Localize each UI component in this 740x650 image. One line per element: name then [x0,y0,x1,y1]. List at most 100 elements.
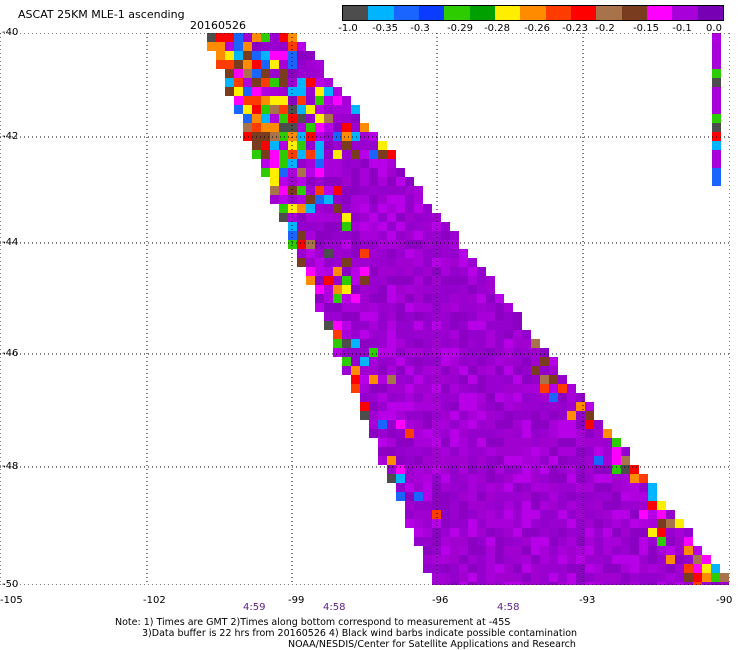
wind-cell [432,348,441,357]
wind-cell [513,321,522,330]
wind-cell [540,519,549,528]
wind-cell [387,429,396,438]
wind-cell [477,312,486,321]
wind-cell [558,465,567,474]
wind-cell [414,519,423,528]
wind-cell [459,303,468,312]
wind-cell [486,339,495,348]
wind-cell [405,330,414,339]
wind-cell [558,438,567,447]
wind-cell [405,204,414,213]
wind-cell [405,213,414,222]
wind-cell [270,123,279,132]
wind-cell [468,285,477,294]
wind-cell [405,474,414,483]
wind-cell [423,348,432,357]
wind-cell [333,339,342,348]
wind-cell [486,510,495,519]
wind-cell [333,240,342,249]
wind-cell [234,96,243,105]
wind-cell [675,582,684,585]
wind-cell [513,528,522,537]
wind-cell [315,78,324,87]
wind-cell [540,375,549,384]
wind-cell [270,96,279,105]
wind-cell [396,276,405,285]
wind-cell [297,177,306,186]
wind-cell [450,312,459,321]
wind-cell [522,564,531,573]
wind-cell [603,555,612,564]
wind-cell [540,492,549,501]
wind-cell [351,231,360,240]
wind-cell [378,249,387,258]
wind-cell [270,150,279,159]
wind-cell [342,150,351,159]
wind-cell [396,303,405,312]
wind-cell [378,195,387,204]
wind-cell [414,375,423,384]
wind-cell [396,195,405,204]
wind-cell [279,186,288,195]
wind-cell [549,564,558,573]
wind-cell [621,528,630,537]
wind-cell [351,150,360,159]
wind-cell [387,258,396,267]
wind-cell [567,519,576,528]
lat-label: -50 [2,579,19,590]
wind-cell [342,114,351,123]
wind-cell [594,537,603,546]
wind-cell [712,177,721,186]
wind-cell [234,33,243,42]
wind-cell [531,339,540,348]
wind-cell [531,519,540,528]
wind-cell [495,474,504,483]
wind-cell [459,483,468,492]
wind-cell [540,510,549,519]
wind-cell [378,168,387,177]
wind-cell [297,51,306,60]
pass-time: 4:58 [323,602,346,613]
wind-cell [657,537,666,546]
wind-cell [369,240,378,249]
wind-cell [369,393,378,402]
wind-cell [486,483,495,492]
wind-cell [504,303,513,312]
wind-cell [567,483,576,492]
wind-cell [387,213,396,222]
wind-cell [351,339,360,348]
wind-cell [405,222,414,231]
wind-cell [396,438,405,447]
wind-cell [396,312,405,321]
wind-cell [324,114,333,123]
wind-cell [441,258,450,267]
wind-cell [558,573,567,582]
wind-cell [378,438,387,447]
product-date: 20160526 [190,19,246,32]
wind-cell [450,348,459,357]
wind-cell [540,429,549,438]
wind-cell [657,546,666,555]
wind-cell [243,96,252,105]
wind-cell [279,168,288,177]
wind-cell [387,150,396,159]
wind-cell [621,564,630,573]
wind-cell [315,195,324,204]
wind-cell [405,294,414,303]
wind-cell [450,465,459,474]
wind-cell [378,348,387,357]
wind-cell [531,375,540,384]
wind-cell [585,438,594,447]
wind-cell [396,483,405,492]
wind-cell [504,429,513,438]
wind-cell [333,267,342,276]
wind-cell [450,339,459,348]
wind-cell [486,294,495,303]
wind-cell [216,60,225,69]
wind-cell [468,537,477,546]
wind-cell [558,384,567,393]
wind-cell [378,375,387,384]
wind-cell [540,348,549,357]
wind-cell [612,465,621,474]
wind-cell [252,42,261,51]
